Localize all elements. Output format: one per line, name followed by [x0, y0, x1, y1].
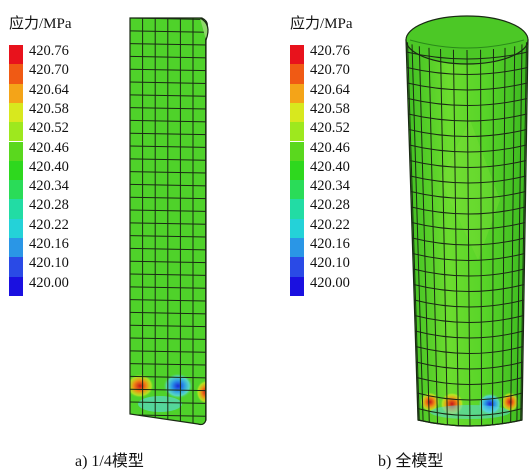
legend-row: 420.22 [9, 216, 129, 238]
caption-full-model: b) 全模型 [378, 453, 444, 470]
legend-tick-label: 420.46 [310, 139, 350, 156]
legend-tick-label: 420.58 [29, 100, 69, 117]
legend-tick-label: 420.76 [29, 43, 69, 59]
legend-swatch [9, 64, 23, 84]
legend-tick-label: 420.40 [310, 158, 350, 175]
legend-swatch [290, 160, 304, 181]
legend-tick-label: 420.10 [29, 255, 69, 272]
legend-swatch [9, 180, 23, 200]
legend-swatch [9, 83, 23, 103]
legend-swatch [290, 83, 304, 103]
legend-tick-label: 420.76 [310, 43, 350, 59]
legend-row: 420.28 [290, 197, 410, 219]
legend-swatch [9, 141, 23, 161]
legend-row: 420.70 [290, 62, 410, 84]
legend-row: 420.10 [290, 255, 410, 277]
legend-tick-label: 420.10 [310, 255, 350, 272]
full-model [405, 15, 529, 427]
legend-swatch [9, 238, 23, 258]
legend-row: 420.64 [290, 81, 410, 103]
legend-row: 420.52 [9, 120, 129, 142]
legend-swatch [290, 102, 304, 123]
legend-swatch [290, 199, 304, 219]
legend-row: 420.00 [9, 274, 129, 296]
legend-tick-label: 420.70 [310, 62, 350, 79]
legend-swatch [290, 64, 304, 84]
legend-swatch [9, 257, 23, 277]
legend-row: 420.46 [290, 139, 410, 161]
legend-row: 420.22 [290, 216, 410, 238]
legend-swatch [9, 160, 23, 181]
legend-row: 420.40 [290, 158, 410, 181]
legend-row: 420.10 [9, 255, 129, 277]
legend-swatch [9, 218, 23, 238]
legend-tick-label: 420.64 [310, 81, 350, 98]
legend-row: 420.52 [290, 120, 410, 142]
legend-tick-label: 420.00 [310, 274, 350, 291]
legend-tick-label: 420.28 [310, 197, 350, 214]
legend-tick-label: 420.22 [310, 216, 350, 233]
legend-title: 应力/MPa [9, 16, 72, 32]
legend-row: 420.76 [290, 43, 410, 65]
legend-title: 应力/MPa [290, 16, 353, 32]
legend-swatch [9, 276, 23, 296]
legend-row: 420.40 [9, 158, 129, 181]
legend-swatch [9, 122, 23, 142]
legend-tick-label: 420.52 [29, 120, 69, 137]
legend-tick-label: 420.16 [310, 236, 350, 252]
legend-row: 420.34 [9, 178, 129, 200]
legend-swatch [290, 257, 304, 277]
legend-tick-label: 420.64 [29, 81, 69, 98]
legend-swatch [290, 141, 304, 161]
legend-swatch [9, 45, 23, 65]
legend-swatch [290, 180, 304, 200]
legend-row: 420.28 [9, 197, 129, 219]
legend-tick-label: 420.58 [310, 100, 350, 117]
legend-row: 420.00 [290, 274, 410, 296]
legend-tick-label: 420.22 [29, 216, 69, 233]
legend-swatch [290, 238, 304, 258]
legend-tick-label: 420.40 [29, 158, 69, 175]
legend-swatch [290, 122, 304, 142]
legend-right: 应力/MPa 420.76 420.70 420.64 420.58 420.52 420… [290, 12, 410, 296]
legend-row: 420.64 [9, 81, 129, 103]
legend-tick-label: 420.34 [29, 178, 69, 195]
legend-tick-label: 420.46 [29, 139, 69, 156]
legend-row: 420.16 [9, 236, 129, 258]
legend-tick-label: 420.00 [29, 274, 69, 291]
legend-tick-label: 420.16 [29, 236, 69, 252]
legend-row: 420.16 [290, 236, 410, 258]
legend-row: 420.46 [9, 139, 129, 161]
legend-tick-label: 420.52 [310, 120, 350, 137]
legend-row: 420.70 [9, 62, 129, 84]
quarter-model [129, 17, 209, 426]
caption-quarter-model: a) 1/4模型 [75, 453, 144, 470]
legend-row: 420.34 [290, 178, 410, 200]
legend-swatch [290, 276, 304, 296]
legend-swatch [9, 199, 23, 219]
legend-tick-label: 420.70 [29, 62, 69, 79]
legend-swatch [290, 45, 304, 65]
legend-row: 420.76 [9, 43, 129, 65]
legend-tick-label: 420.34 [310, 178, 350, 195]
legend-row: 420.58 [9, 100, 129, 123]
legend-left: 应力/MPa 420.76 420.70 420.64 420.58 420.52 420… [9, 12, 129, 296]
legend-swatch [9, 102, 23, 123]
legend-swatch [290, 218, 304, 238]
legend-row: 420.58 [290, 100, 410, 123]
legend-tick-label: 420.28 [29, 197, 69, 214]
